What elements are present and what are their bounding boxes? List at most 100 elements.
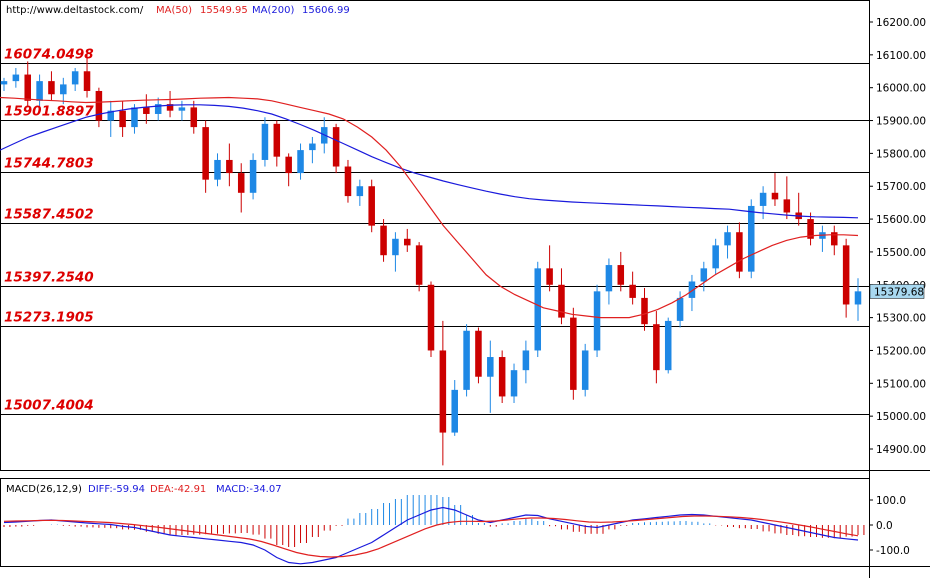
- candle-body: [487, 357, 494, 377]
- candle-body: [119, 110, 126, 128]
- level-label: 15397.2540: [4, 270, 94, 286]
- candle-body: [605, 265, 613, 292]
- candle-body: [356, 186, 364, 197]
- candle-body: [332, 127, 340, 167]
- candle-body: [344, 166, 352, 197]
- candle-body: [842, 245, 850, 305]
- level-labels: 16074.0498 15901.8897 15744.7803 15587.4502…: [4, 47, 94, 414]
- candle-body: [427, 284, 435, 351]
- candle-body: [700, 268, 708, 282]
- candle-body: [451, 389, 458, 433]
- candle-body: [12, 74, 20, 82]
- candle-body: [475, 330, 482, 377]
- candle-body: [439, 350, 447, 433]
- candle-body: [522, 350, 530, 371]
- candle-body: [854, 291, 862, 305]
- candle-body: [83, 71, 91, 91]
- candle-body: [249, 159, 257, 193]
- candle-body: [380, 225, 387, 256]
- candle-body: [712, 245, 719, 269]
- candle-body: [154, 104, 162, 114]
- candle-body: [617, 265, 625, 285]
- level-label: 15007.4004: [4, 398, 94, 414]
- level-label: 15273.1905: [4, 310, 94, 326]
- price-tick-label: 16200.00: [876, 17, 926, 29]
- candle-body: [510, 370, 518, 397]
- candle-body: [60, 84, 67, 95]
- candle-body: [226, 159, 233, 174]
- candle-body: [95, 90, 103, 121]
- candle-body: [404, 238, 411, 246]
- candle-body: [36, 81, 43, 101]
- candle-body: [593, 291, 601, 351]
- candlesticks: [0, 51, 862, 466]
- candle-body: [273, 123, 281, 157]
- price-tick-label: 14900.00: [876, 444, 926, 456]
- ma50-label: MA(50): [156, 5, 192, 16]
- macd-tick-label: 100.0: [876, 495, 906, 507]
- candle-body: [688, 281, 696, 298]
- candle-body: [261, 123, 269, 160]
- price-tick-label: 15600.00: [876, 214, 926, 226]
- candle-body: [534, 268, 542, 351]
- macd-dea-line: [3, 515, 859, 558]
- price-tick-label: 16000.00: [876, 83, 926, 95]
- candle-body: [807, 219, 814, 239]
- candle-body: [297, 150, 304, 174]
- ma200-label: MA(200): [252, 5, 294, 16]
- candle-body: [736, 232, 743, 272]
- macd-histogram: [3, 495, 865, 547]
- candle-body: [498, 357, 506, 397]
- candle-body: [190, 107, 198, 128]
- candle-body: [747, 205, 755, 272]
- ma50-line: [0, 96, 859, 319]
- candle-body: [202, 127, 209, 180]
- candle-body: [771, 192, 779, 200]
- ma200-line: [0, 104, 859, 219]
- candle-body: [831, 232, 838, 246]
- price-tick-label: 15300.00: [876, 313, 926, 325]
- level-label: 15744.7803: [4, 156, 94, 172]
- candle-body: [368, 186, 375, 226]
- candle-body: [143, 107, 150, 114]
- candle-body: [463, 330, 470, 390]
- level-label: 15901.8897: [4, 104, 94, 120]
- macd-panel: [0, 478, 870, 567]
- current-price-tag: 15379.68: [869, 284, 925, 299]
- ma50-value: 15549.95: [200, 5, 248, 16]
- candle-body: [664, 320, 672, 371]
- candle-body: [676, 297, 684, 321]
- candle-body: [783, 199, 791, 213]
- price-tick-label: 15000.00: [876, 411, 926, 423]
- candle-body: [546, 268, 553, 285]
- site-url: http://www.deltastock.com/: [6, 5, 144, 16]
- price-axis: 16200.00 16100.00 16000.00 15900.00 15800.00…: [869, 17, 926, 456]
- candle-body: [24, 74, 31, 101]
- macd-dea: DEA:-42.91: [150, 484, 206, 495]
- macd-title: MACD(26,12,9): [6, 484, 82, 495]
- candle-body: [653, 324, 660, 371]
- price-tick-label: 15800.00: [876, 148, 926, 160]
- support-resistance-levels: [0, 63, 869, 415]
- candle-body: [309, 143, 316, 151]
- candle-body: [641, 297, 648, 325]
- current-price: 15379.68: [874, 286, 924, 298]
- candle-body: [237, 173, 245, 193]
- candle-body: [131, 107, 138, 128]
- candle-body: [759, 192, 767, 206]
- candle-body: [71, 71, 79, 85]
- macd-value: MACD:-34.07: [216, 484, 282, 495]
- level-label: 16074.0498: [4, 47, 94, 63]
- candle-body: [285, 156, 292, 174]
- macd-tick-label: -100.0: [876, 545, 910, 557]
- candle-body: [629, 284, 636, 298]
- candle-body: [570, 317, 577, 390]
- macd-tick-label: 0.0: [876, 520, 893, 532]
- candle-body: [166, 104, 174, 111]
- price-tick-label: 15200.00: [876, 345, 926, 357]
- price-tick-label: 15100.00: [876, 378, 926, 390]
- price-tick-label: 15900.00: [876, 116, 926, 128]
- candle-body: [48, 81, 55, 95]
- candle-body: [558, 284, 565, 318]
